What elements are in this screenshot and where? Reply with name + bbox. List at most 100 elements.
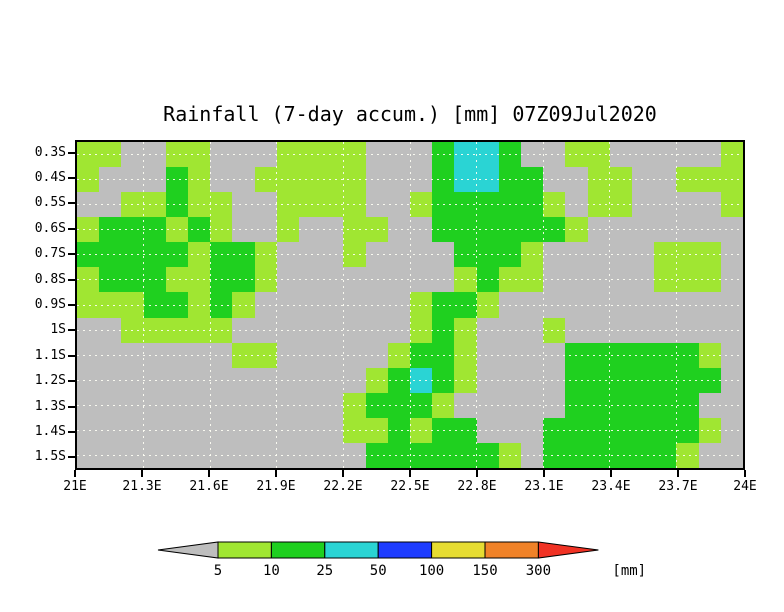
x-tick-mark	[74, 470, 76, 477]
grid-cell	[432, 142, 455, 168]
grid-cell	[543, 167, 566, 193]
grid-cell	[321, 217, 344, 243]
grid-cell	[365, 142, 388, 168]
grid-cell	[498, 317, 521, 343]
grid-cell	[188, 292, 211, 318]
y-tick-label: 1.3S	[34, 398, 66, 414]
grid-cell	[632, 342, 655, 368]
legend-label: 100	[419, 563, 444, 579]
grid-cell	[232, 367, 255, 393]
grid-cell	[143, 317, 166, 343]
grid-cell	[188, 417, 211, 443]
grid-cell	[143, 367, 166, 393]
grid-cell	[299, 417, 322, 443]
grid-cell	[188, 242, 211, 268]
grid-cell	[565, 417, 588, 443]
grid-cell	[587, 317, 610, 343]
grid-cell	[454, 167, 477, 193]
y-tick-mark	[68, 151, 75, 154]
grid-cell	[232, 167, 255, 193]
grid-cell	[276, 442, 299, 468]
grid-cell	[609, 442, 632, 468]
grid-cell	[99, 267, 122, 293]
grid-cell	[165, 167, 188, 193]
grid-cell	[476, 267, 499, 293]
grid-cell	[365, 367, 388, 393]
y-tick-mark	[68, 304, 75, 306]
grid-cell	[587, 167, 610, 193]
grid-cell	[676, 192, 699, 218]
y-tick-label: 0.8S	[34, 271, 66, 287]
grid-cell	[543, 242, 566, 268]
grid-cell	[387, 392, 410, 418]
grid-cell	[387, 217, 410, 243]
grid-cell	[676, 342, 699, 368]
grid-cell	[77, 192, 100, 218]
grid-cell	[232, 142, 255, 168]
grid-cell	[543, 267, 566, 293]
grid-cell	[654, 442, 677, 468]
grid-cell	[121, 217, 144, 243]
grid-cell	[654, 417, 677, 443]
grid-cell	[720, 442, 743, 468]
grid-cell	[299, 317, 322, 343]
grid-cell	[210, 217, 233, 243]
grid-cell	[276, 342, 299, 368]
grid-cell	[143, 342, 166, 368]
grid-cell	[521, 292, 544, 318]
grid-cell	[498, 292, 521, 318]
grid-cell	[276, 217, 299, 243]
grid-cell	[632, 167, 655, 193]
grid-cell	[543, 342, 566, 368]
grid-cell	[632, 217, 655, 243]
grid-cell	[254, 192, 277, 218]
grid-cell	[365, 292, 388, 318]
grid-cell	[165, 217, 188, 243]
x-tick-mark	[409, 470, 411, 477]
grid-cell	[410, 317, 433, 343]
x-tick-label: 21.9E	[256, 479, 296, 494]
grid-cell	[432, 217, 455, 243]
x-tick-mark	[744, 470, 746, 477]
grid-cell	[210, 242, 233, 268]
grid-cell	[565, 317, 588, 343]
grid-cell	[720, 192, 743, 218]
grid-cell	[698, 342, 721, 368]
grid-cell	[498, 167, 521, 193]
color-legend: 5 10 25 50 100 150 300 [mm]	[157, 541, 646, 579]
grid-cell	[276, 417, 299, 443]
grid-cell	[587, 217, 610, 243]
grid-cell	[565, 167, 588, 193]
grid-cell	[99, 342, 122, 368]
grid-cell	[454, 292, 477, 318]
grid-cell	[720, 242, 743, 268]
grid-cell	[720, 317, 743, 343]
grid-cell	[299, 342, 322, 368]
grid-cell	[321, 167, 344, 193]
grid-cell	[454, 442, 477, 468]
grid-cell	[720, 142, 743, 168]
grid-cell	[299, 392, 322, 418]
grid-cell	[188, 142, 211, 168]
grid-cell	[365, 217, 388, 243]
grid-cell	[232, 442, 255, 468]
grid-cell	[143, 242, 166, 268]
grid-cell	[365, 392, 388, 418]
grid-cell	[454, 342, 477, 368]
x-tick-mark	[543, 470, 545, 477]
grid-cell	[254, 292, 277, 318]
grid-cell	[165, 392, 188, 418]
grid-cell	[565, 342, 588, 368]
legend-segment	[484, 541, 539, 559]
legend-label: 25	[316, 563, 333, 579]
grid-cell	[387, 317, 410, 343]
grid-cell	[432, 317, 455, 343]
grid-cell	[165, 142, 188, 168]
grid-cell	[632, 267, 655, 293]
grid-cell	[521, 242, 544, 268]
y-tick-label: 0.9S	[34, 297, 66, 312]
grid-cell	[77, 417, 100, 443]
grid-cell	[410, 417, 433, 443]
grid-cell	[432, 367, 455, 393]
